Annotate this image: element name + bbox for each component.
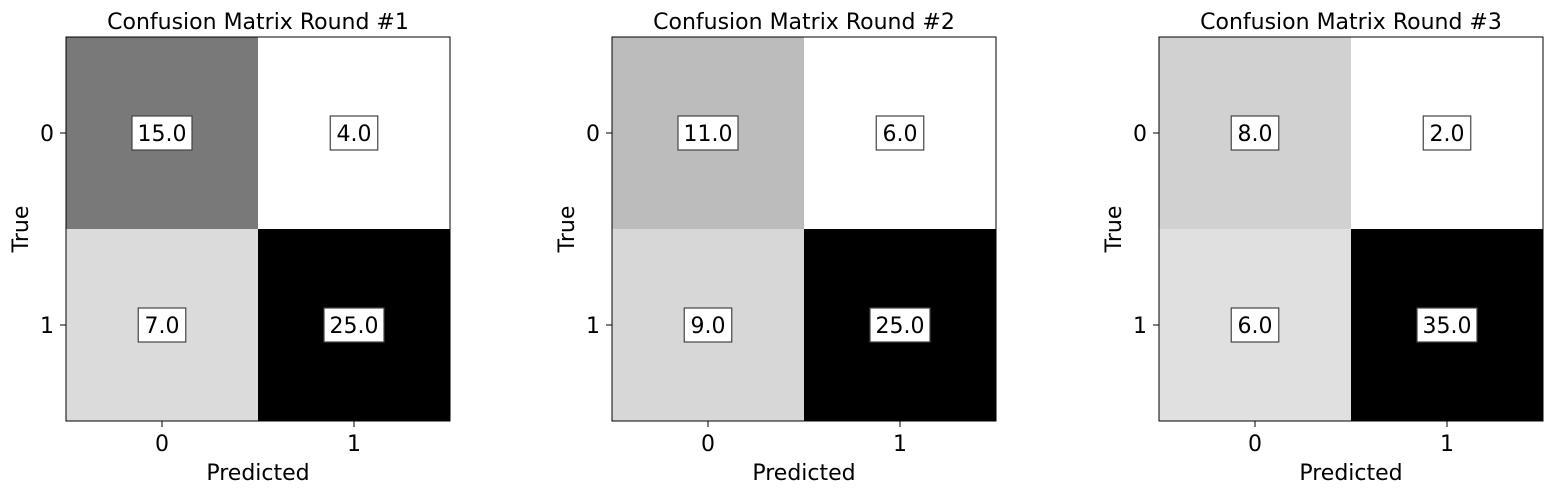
cell-value-label-r1-c1: 25.0 — [330, 314, 379, 339]
cell-label-box-r0-c1 — [875, 115, 925, 151]
cell-value-label-r0-c1: 2.0 — [1430, 122, 1465, 147]
y-tick-label: 0 — [586, 122, 600, 147]
cell-label-box-r1-c0 — [1230, 307, 1280, 343]
y-tick-label: 0 — [40, 122, 54, 147]
cell-value-label-r1-c1: 25.0 — [876, 314, 925, 339]
cell-label-box-r0-c0 — [1230, 115, 1280, 151]
cell-label-box-r0-c1 — [1422, 115, 1472, 151]
cell-label-box-r0-c1 — [329, 115, 379, 151]
cell-value-label-r1-c0: 9.0 — [691, 314, 726, 339]
chart-panel-1: 15.0 4.0 7.0 25.0 0 1 0 1 Confusion Matrix Round… — [9, 10, 451, 486]
cell-label-box-r1-c0 — [137, 307, 187, 343]
x-tick-label: 1 — [347, 432, 361, 457]
x-axis-label: Predicted — [206, 461, 309, 486]
x-tick-label: 1 — [893, 432, 907, 457]
y-axis-label: True — [9, 206, 34, 254]
y-tick-label: 1 — [1133, 314, 1147, 339]
chart-title: Confusion Matrix Round #1 — [107, 10, 409, 35]
cell-value-label-r1-c0: 6.0 — [1238, 314, 1273, 339]
y-tick-label: 1 — [586, 314, 600, 339]
cell-value-label-r0-c1: 6.0 — [883, 122, 918, 147]
y-tick-label: 0 — [1133, 122, 1147, 147]
plot-frame — [1158, 36, 1544, 422]
y-tick-label: 1 — [40, 314, 54, 339]
cell-value-label-r1-c0: 7.0 — [145, 314, 180, 339]
x-tick-label: 1 — [1440, 432, 1454, 457]
cell-value-label-r1-c1: 35.0 — [1423, 314, 1472, 339]
x-tick-label: 0 — [701, 432, 715, 457]
y-axis-label: True — [1102, 206, 1127, 254]
cell-label-box-r1-c0 — [683, 307, 733, 343]
plot-frame — [611, 36, 997, 422]
chart-title: Confusion Matrix Round #2 — [653, 10, 955, 35]
x-tick-label: 0 — [155, 432, 169, 457]
cell-value-label-r0-c0: 15.0 — [138, 122, 187, 147]
cell-label-box-r1-c1 — [323, 307, 385, 343]
y-axis-label: True — [555, 206, 580, 254]
x-tick-label: 0 — [1248, 432, 1262, 457]
plot-frame — [65, 36, 451, 422]
x-axis-label: Predicted — [1299, 461, 1402, 486]
cell-label-box-r0-c0 — [131, 115, 193, 151]
cell-value-label-r0-c0: 11.0 — [684, 122, 733, 147]
cell-label-box-r1-c1 — [1416, 307, 1478, 343]
cell-value-label-r0-c1: 4.0 — [337, 122, 372, 147]
cell-value-label-r0-c0: 8.0 — [1238, 122, 1273, 147]
chart-panel-2: 11.0 6.0 9.0 25.0 0 1 0 1 Confusion Matrix Round… — [555, 10, 997, 486]
chart-title: Confusion Matrix Round #3 — [1200, 10, 1502, 35]
cell-label-box-r1-c1 — [869, 307, 931, 343]
chart-panel-3: 8.0 2.0 6.0 35.0 0 1 0 1 Confusion Matrix Round … — [1102, 10, 1544, 486]
x-axis-label: Predicted — [752, 461, 855, 486]
cell-label-box-r0-c0 — [677, 115, 739, 151]
